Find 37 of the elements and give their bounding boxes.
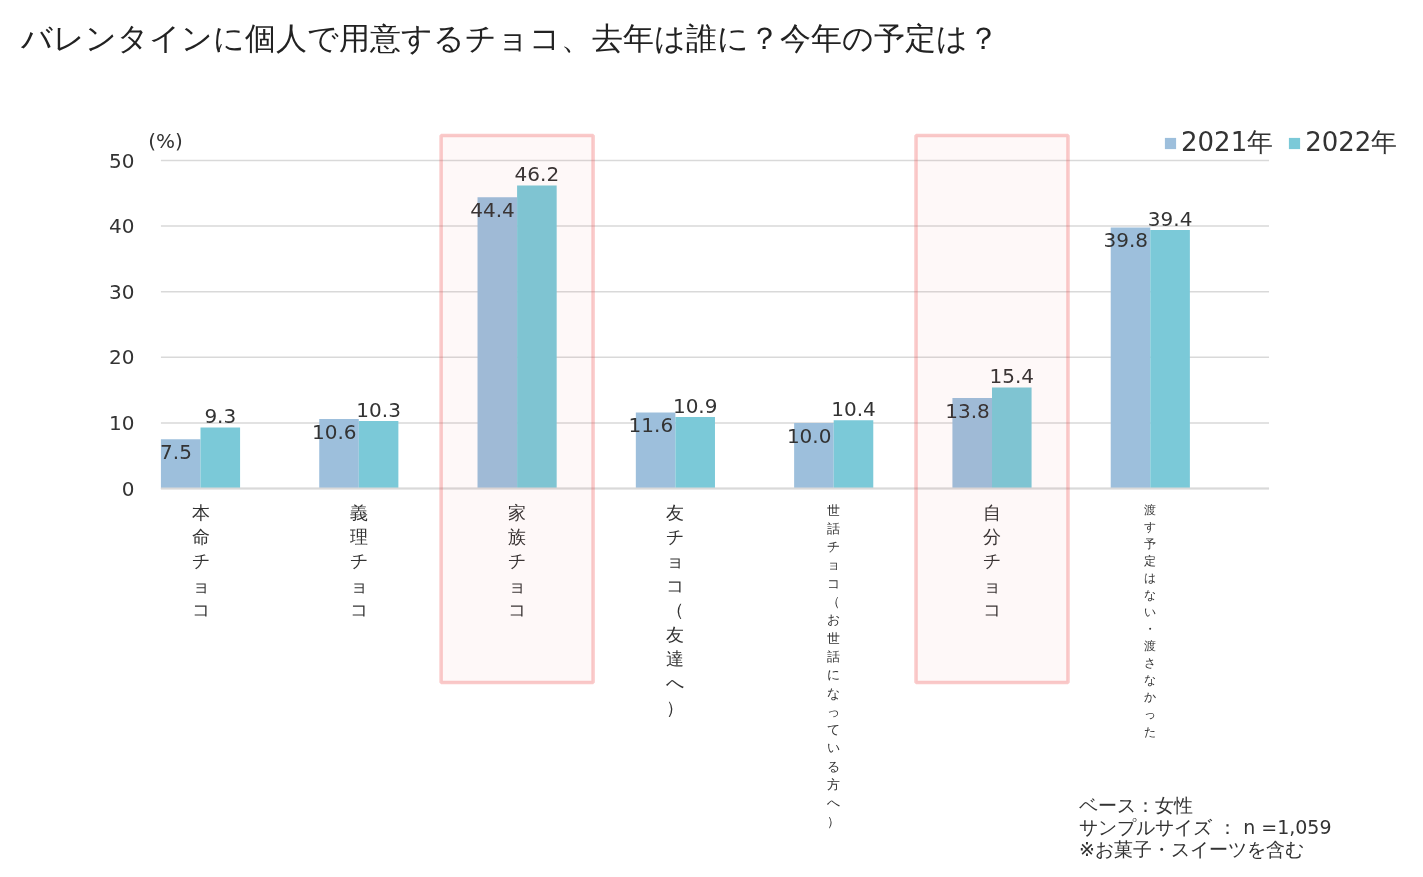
category-label: 渡す予定はない・渡さなかった [1144, 502, 1157, 739]
data-label: 10.3 [356, 397, 401, 422]
legend-label: 2022年 [1305, 126, 1398, 159]
text: サンプルサイズ ： n =1,059 [1079, 815, 1332, 838]
data-label: 15.4 [989, 364, 1035, 389]
y-axis-title: (%) [148, 128, 183, 153]
category-label: 世話チョコ（お世話になっている方へ） [827, 502, 841, 829]
y-tick-label: 30 [109, 279, 135, 304]
chart-title: バレンタインに個人で用意するチョコ、去年は誰に？今年の予定は？ [19, 19, 999, 56]
y-tick-label: 50 [109, 148, 135, 173]
x-tick-label: 家族チョコ [508, 502, 527, 621]
data-label: 10.4 [831, 397, 876, 422]
data-label: 10.9 [672, 394, 718, 418]
y-tick-label: 0 [121, 476, 135, 501]
category-label: 友チョコ（友達へ） [666, 502, 685, 718]
bar [992, 387, 1032, 489]
data-label: 9.3 [204, 404, 237, 429]
bar [160, 439, 201, 489]
x-tick-label: 自分チョコ [983, 502, 1001, 621]
legend-label: 2021年 [1181, 126, 1274, 159]
x-tick-label: 義理チョコ [349, 502, 368, 621]
bar [517, 185, 557, 489]
x-tick-label: 本命チョコ [191, 502, 210, 621]
text: ※お菓子・スイーツを含む [1079, 837, 1304, 860]
y-tick-label: 10 [109, 410, 135, 435]
bar [675, 417, 715, 489]
y-tick-label: 40 [109, 214, 135, 239]
bar [1150, 230, 1190, 489]
data-label: 39.4 [1147, 207, 1193, 232]
bar [200, 427, 241, 489]
bar [833, 420, 874, 489]
text: ベース：女性 [1079, 793, 1194, 816]
data-label: 11.6 [628, 413, 674, 438]
data-label: 46.2 [514, 162, 560, 187]
y-tick-label: 20 [109, 345, 135, 370]
data-label: 7.5 [160, 440, 192, 465]
bar [358, 420, 399, 489]
